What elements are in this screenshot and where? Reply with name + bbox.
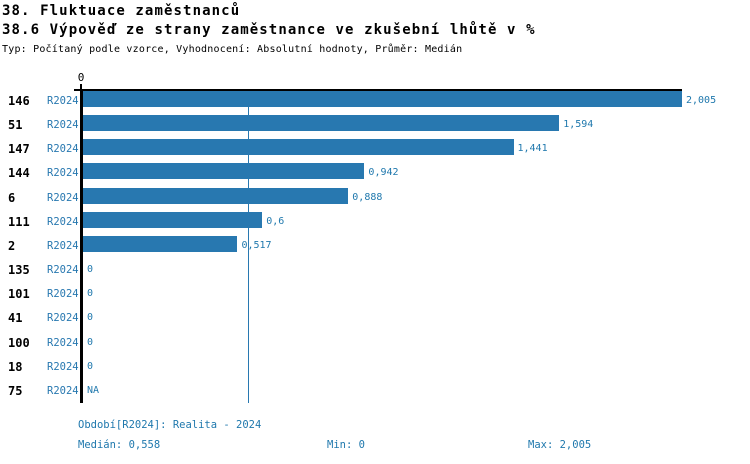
row-category-label: 51 xyxy=(8,118,23,133)
bar-value-label: 0 xyxy=(87,360,94,372)
bar-value-label: 0,942 xyxy=(368,167,399,179)
chart-row: 146 R2024 2,005 xyxy=(0,89,750,113)
chart-row: 147 R2024 1,441 xyxy=(0,137,750,161)
y-axis-line xyxy=(80,89,83,403)
row-series-label[interactable]: R2024 xyxy=(47,312,79,325)
bar-value-label: NA xyxy=(87,384,100,396)
row-category-label: 18 xyxy=(8,359,23,374)
bar-value-label: 1,594 xyxy=(563,119,594,131)
bar-value-label: 0 xyxy=(87,336,94,348)
bar-value-label: 0,888 xyxy=(352,191,383,203)
chart-row: 2 R2024 0,517 xyxy=(0,234,750,258)
row-category-label: 135 xyxy=(8,263,30,278)
row-category-label: 146 xyxy=(8,94,30,108)
bar[interactable] xyxy=(83,91,682,107)
chart-subtitle: 38.6 Výpověď ze strany zaměstnance ve zk… xyxy=(2,22,536,38)
row-series-label[interactable]: R2024 xyxy=(47,239,79,252)
row-series-label[interactable]: R2024 xyxy=(47,360,79,373)
bar-value-label: 0 xyxy=(87,288,94,300)
bar-value-label: 0,6 xyxy=(266,215,285,227)
chart-row: 100 R2024 0 xyxy=(0,331,750,355)
median-stat-label: Medián: 0,558 xyxy=(78,439,161,451)
row-series-label[interactable]: R2024 xyxy=(47,95,79,107)
row-category-label: 147 xyxy=(8,142,30,157)
median-line xyxy=(247,91,249,403)
row-series-label[interactable]: R2024 xyxy=(47,167,79,180)
bars-container: 146 R2024 2,005 51 R2024 1,594 147 R2024 1,441 14… xyxy=(0,89,750,403)
bar[interactable] xyxy=(83,235,238,252)
row-series-label[interactable]: R2024 xyxy=(47,191,79,204)
row-series-label[interactable]: R2024 xyxy=(47,288,79,301)
x-axis-line xyxy=(74,89,682,91)
chart-row: 111 R2024 0,6 xyxy=(0,210,750,234)
bar[interactable] xyxy=(83,163,365,180)
chart-title: 38. Fluktuace zaměstnanců xyxy=(2,3,241,19)
bar[interactable] xyxy=(83,211,263,228)
bar[interactable] xyxy=(83,115,560,132)
zero-tick-label: 0 xyxy=(77,71,85,84)
chart-row: 18 R2024 0 xyxy=(0,355,750,379)
bar-value-label: 1,441 xyxy=(517,143,548,155)
chart-row: 75 R2024 NA xyxy=(0,379,750,403)
row-series-label[interactable]: R2024 xyxy=(47,384,79,397)
chart-row: 101 R2024 0 xyxy=(0,282,750,306)
row-category-label: 101 xyxy=(8,287,30,302)
min-stat-label: Min: 0 xyxy=(327,439,365,451)
row-series-label[interactable]: R2024 xyxy=(47,143,79,156)
row-category-label: 41 xyxy=(8,311,23,326)
chart-row: 51 R2024 1,594 xyxy=(0,113,750,137)
bar-value-label: 0,517 xyxy=(241,239,272,251)
chart-row: 41 R2024 0 xyxy=(0,306,750,330)
bar-value-label: 0 xyxy=(87,312,94,324)
plot-area: 0 146 R2024 2,005 51 R2024 1,594 147 R2024 1,441… xyxy=(0,71,750,403)
bar[interactable] xyxy=(83,139,514,156)
row-category-label: 75 xyxy=(8,383,23,398)
chart-row: 135 R2024 0 xyxy=(0,258,750,282)
chart-meta: Typ: Počítaný podle vzorce, Vyhodnocení:… xyxy=(2,44,463,55)
row-series-label[interactable]: R2024 xyxy=(47,264,79,277)
bar[interactable] xyxy=(83,187,349,204)
row-category-label: 111 xyxy=(8,214,30,229)
row-series-label[interactable]: R2024 xyxy=(47,336,79,349)
row-series-label[interactable]: R2024 xyxy=(47,119,79,132)
bar-value-label: 2,005 xyxy=(686,95,717,106)
row-category-label: 2 xyxy=(8,238,16,253)
row-category-label: 144 xyxy=(8,166,30,181)
max-stat-label: Max: 2,005 xyxy=(528,439,592,451)
row-series-label[interactable]: R2024 xyxy=(47,215,79,228)
period-label: Období[R2024]: Realita - 2024 xyxy=(78,419,262,431)
row-category-label: 6 xyxy=(8,190,16,205)
chart-row: 144 R2024 0,942 xyxy=(0,161,750,185)
row-category-label: 100 xyxy=(8,335,30,350)
bar-value-label: 0 xyxy=(87,264,94,276)
chart-row: 6 R2024 0,888 xyxy=(0,186,750,210)
